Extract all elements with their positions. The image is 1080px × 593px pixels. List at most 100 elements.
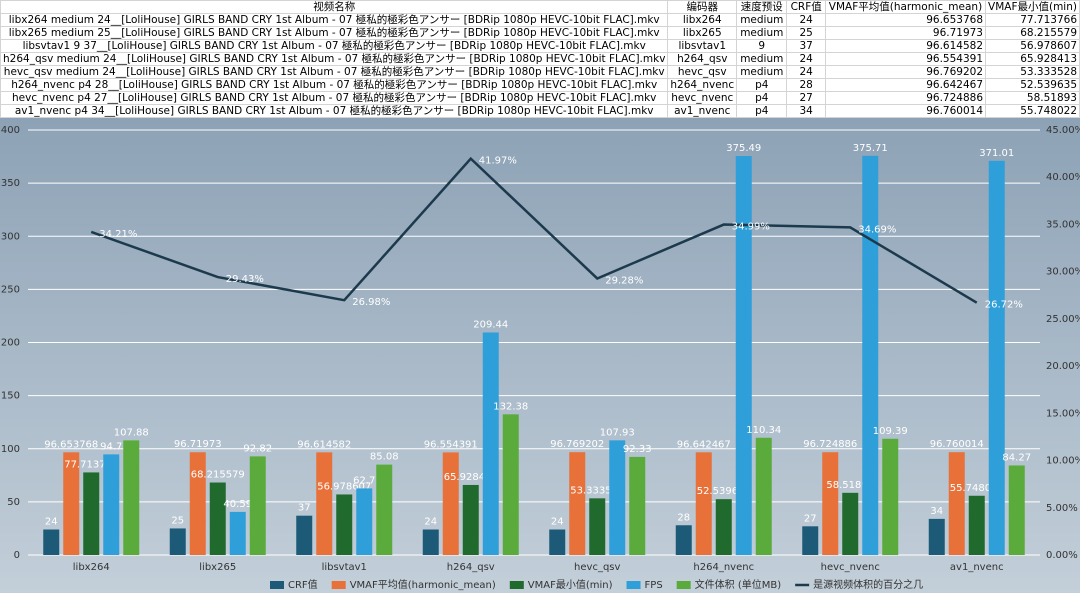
value-label: 68.215579 <box>191 470 245 481</box>
table-cell: libsvtav1 9 37__[LoliHouse] GIRLS BAND C… <box>0 39 669 53</box>
table-cell: av1_nvenc <box>667 104 738 118</box>
value-label: 24 <box>551 517 564 528</box>
bar <box>549 529 566 555</box>
value-label: 375.49 <box>726 143 761 154</box>
bar <box>928 518 945 555</box>
bar <box>735 156 752 555</box>
table-row: libsvtav1 9 37__[LoliHouse] GIRLS BAND C… <box>0 39 1080 53</box>
bar <box>502 414 519 555</box>
table-area: 视频名称 编码器 速度预设 CRF值 VMAF平均值(harmonic_mean) VMA… <box>0 0 1080 118</box>
bar <box>715 499 732 555</box>
bar <box>589 498 606 555</box>
value-label: 24 <box>45 517 58 528</box>
legend-label: 文件体积 (单位MB) <box>695 578 782 591</box>
table-row: libx265 medium 25__[LoliHouse] GIRLS BAN… <box>0 26 1080 40</box>
value-label: 26.72% <box>985 300 1023 311</box>
table-cell: medium <box>736 26 788 40</box>
value-label: 85.08 <box>370 452 399 463</box>
header-cell: 编码器 <box>667 0 738 14</box>
table-row: h264_nvenc p4 28__[LoliHouse] GIRLS BAND… <box>0 78 1080 92</box>
bar <box>376 464 393 555</box>
bar <box>1008 465 1025 555</box>
value-label: 26.98% <box>352 297 390 308</box>
value-label: 132.38 <box>493 401 528 412</box>
table-row: libx264 medium 24__[LoliHouse] GIRLS BAN… <box>0 13 1080 27</box>
y2-tick-label: 35.00% <box>1046 219 1080 230</box>
table-cell: 96.769202 <box>824 65 987 79</box>
x-tick-label: hevc_qsv <box>574 562 620 573</box>
legend-swatch <box>331 581 346 589</box>
y-tick-label: 100 <box>1 444 20 455</box>
bar <box>802 526 819 555</box>
table-cell: 96.71973 <box>824 26 987 40</box>
x-tick-label: libx265 <box>199 562 236 573</box>
value-label: 53.333528 <box>570 485 624 496</box>
header-cell: VMAF平均值(harmonic_mean) <box>824 0 987 14</box>
value-label: 375.71 <box>853 143 888 154</box>
bar <box>229 511 246 555</box>
value-label: 96.614582 <box>297 439 351 450</box>
chart: 0 50 100 150 200 250 300 350 400 0.00% 5.00% 10.00%… <box>0 118 1080 593</box>
x-tick-label: h264_qsv <box>447 562 495 573</box>
value-label: 29.28% <box>605 275 643 286</box>
legend-label: FPS <box>645 580 663 591</box>
y2-tick-label: 5.00% <box>1046 503 1078 514</box>
table-cell: h264_qsv <box>667 52 738 66</box>
x-tick-label: hevc_nvenc <box>821 562 880 573</box>
header-cell: CRF值 <box>786 0 826 14</box>
value-label: 25 <box>171 515 184 526</box>
table-cell: p4 <box>736 78 788 92</box>
legend-label: 是源视频体积的百分之几 <box>813 578 923 591</box>
legend-swatch <box>509 581 524 589</box>
bar <box>569 452 586 555</box>
table: 视频名称 编码器 速度预设 CRF值 VMAF平均值(harmonic_mean) VMA… <box>0 0 1080 118</box>
header-cell: VMAF最小值(min) <box>985 0 1080 14</box>
table-cell: 53.333528 <box>985 65 1080 79</box>
bar <box>83 472 100 555</box>
table-cell: libx265 <box>667 26 738 40</box>
table-cell: h264_qsv medium 24__[LoliHouse] GIRLS BA… <box>0 52 669 66</box>
bar <box>442 452 459 555</box>
bar <box>63 452 80 555</box>
x-tick-label: h264_nvenc <box>693 562 754 573</box>
bar <box>462 484 479 555</box>
y-tick-label: 300 <box>1 231 20 242</box>
table-cell: hevc_qsv <box>667 65 738 79</box>
value-label: 96.653768 <box>44 439 98 450</box>
chart-background <box>0 118 1080 593</box>
table-cell: libsvtav1 <box>667 39 738 53</box>
value-label: 107.93 <box>600 427 635 438</box>
y2-tick-label: 20.00% <box>1046 361 1080 372</box>
y-tick-label: 350 <box>1 178 20 189</box>
table-cell: 68.215579 <box>985 26 1080 40</box>
table-cell: 96.653768 <box>824 13 987 27</box>
table-cell: 28 <box>786 78 826 92</box>
bar <box>948 452 965 555</box>
bar <box>249 456 266 555</box>
legend-swatch <box>270 581 284 589</box>
table-cell: 96.724886 <box>824 91 987 105</box>
y-tick-label: 200 <box>1 338 20 349</box>
table-cell: hevc_nvenc p4 27__[LoliHouse] GIRLS BAND… <box>0 91 669 105</box>
y2-tick-label: 30.00% <box>1046 267 1080 278</box>
y2-tick-label: 40.00% <box>1046 172 1080 183</box>
value-label: 96.71973 <box>174 439 222 450</box>
legend-swatch <box>626 581 641 589</box>
value-label: 34 <box>930 506 943 517</box>
bar <box>822 452 839 555</box>
value-label: 41.97% <box>479 156 517 167</box>
bar <box>356 488 373 555</box>
value-label: 58.51893 <box>826 480 874 491</box>
table-cell: 58.51893 <box>985 91 1080 105</box>
value-label: 84.27 <box>1002 452 1031 463</box>
table-cell: 9 <box>736 39 788 53</box>
bar <box>209 482 226 555</box>
table-cell: 34 <box>786 104 826 118</box>
table-cell: medium <box>736 52 788 66</box>
bar <box>609 440 626 555</box>
y2-tick-label: 0.00% <box>1046 550 1078 561</box>
value-label: 109.39 <box>873 426 908 437</box>
bar <box>123 440 140 555</box>
table-cell: 77.713766 <box>985 13 1080 27</box>
